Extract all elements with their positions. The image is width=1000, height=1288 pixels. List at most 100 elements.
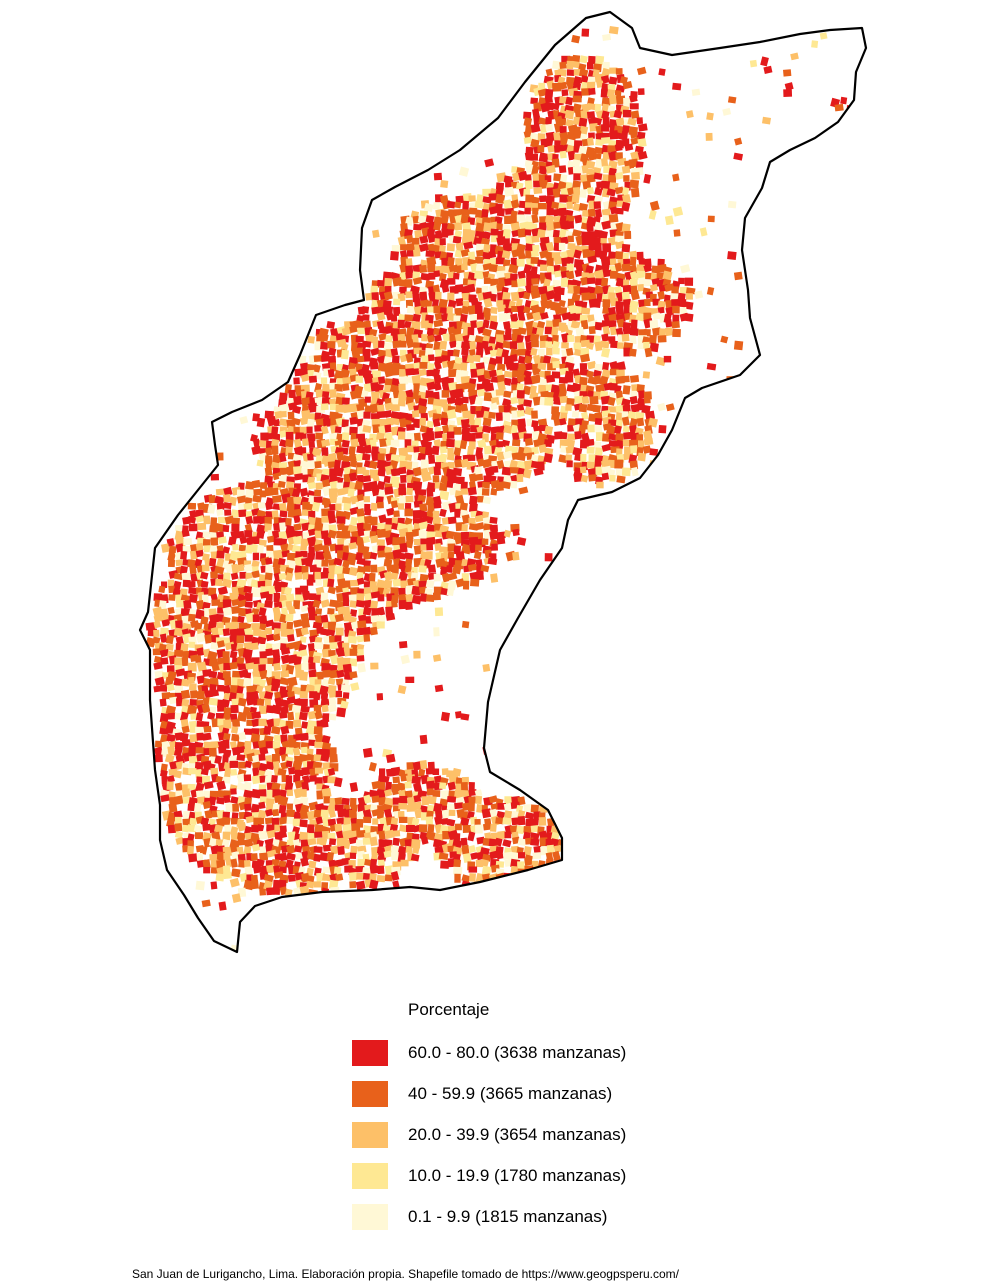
manzana-block bbox=[672, 328, 681, 338]
manzana-block bbox=[455, 242, 464, 253]
manzana-block bbox=[621, 411, 629, 419]
manzana-block bbox=[342, 567, 351, 575]
manzana-block bbox=[421, 355, 430, 364]
manzana-block bbox=[383, 356, 392, 365]
manzana-block bbox=[307, 838, 317, 846]
manzana-block bbox=[440, 180, 449, 189]
manzana-block bbox=[671, 298, 680, 307]
manzana-block bbox=[390, 250, 399, 261]
manzana-block bbox=[412, 271, 421, 280]
manzana-block bbox=[594, 187, 603, 196]
manzana-block bbox=[376, 693, 384, 701]
manzana-block bbox=[427, 334, 435, 343]
manzana-block bbox=[215, 873, 225, 882]
manzana-block bbox=[229, 877, 240, 888]
manzana-block bbox=[564, 109, 575, 120]
manzana-block bbox=[538, 117, 547, 125]
manzana-block bbox=[622, 439, 632, 447]
manzana-block bbox=[510, 480, 518, 489]
manzana-block bbox=[376, 501, 384, 509]
manzana-block bbox=[594, 103, 602, 113]
manzana-block bbox=[615, 251, 624, 260]
manzana-block bbox=[537, 362, 547, 371]
manzana-block bbox=[503, 377, 512, 386]
manzana-block bbox=[608, 440, 619, 448]
manzana-block bbox=[216, 558, 225, 569]
manzana-block bbox=[627, 410, 637, 420]
manzana-block bbox=[540, 390, 550, 398]
manzana-block bbox=[496, 363, 506, 372]
manzana-block bbox=[244, 592, 253, 602]
manzana-block bbox=[474, 432, 484, 439]
manzana-block bbox=[357, 327, 367, 335]
manzana-block bbox=[462, 580, 470, 590]
manzana-block bbox=[608, 175, 617, 183]
manzana-block bbox=[379, 768, 386, 777]
manzana-block bbox=[376, 621, 385, 629]
manzana-block bbox=[580, 222, 589, 230]
manzana-block bbox=[557, 68, 567, 77]
manzana-block bbox=[454, 802, 464, 810]
manzana-block bbox=[630, 171, 640, 180]
manzana-block bbox=[572, 159, 581, 167]
manzana-block bbox=[161, 775, 168, 785]
manzana-block bbox=[484, 158, 495, 168]
manzana-block bbox=[614, 143, 623, 152]
manzana-block bbox=[448, 809, 456, 817]
manzana-block bbox=[301, 662, 309, 670]
manzana-block bbox=[466, 229, 476, 240]
manzana-block bbox=[638, 123, 648, 132]
manzana-block bbox=[364, 320, 371, 328]
manzana-block bbox=[516, 258, 525, 267]
manzana-block bbox=[495, 356, 503, 364]
manzana-block bbox=[481, 481, 490, 489]
manzana-block bbox=[439, 482, 448, 492]
manzana-block bbox=[271, 426, 279, 435]
manzana-block bbox=[223, 871, 232, 880]
manzana-block bbox=[447, 277, 456, 285]
manzana-block bbox=[188, 613, 196, 622]
manzana-block bbox=[566, 256, 575, 264]
manzana-block bbox=[426, 488, 434, 497]
manzana-block bbox=[335, 404, 345, 413]
manzana-block bbox=[629, 103, 639, 110]
manzana-block bbox=[340, 349, 349, 360]
manzana-block bbox=[441, 501, 452, 510]
manzana-block bbox=[420, 306, 429, 315]
manzana-block bbox=[300, 746, 308, 754]
manzana-block bbox=[398, 571, 408, 583]
manzana-block bbox=[524, 207, 531, 215]
manzana-block bbox=[580, 174, 589, 183]
manzana-block bbox=[438, 453, 448, 463]
manzana-block bbox=[210, 881, 218, 890]
manzana-block bbox=[511, 249, 520, 258]
manzana-block bbox=[539, 222, 547, 231]
manzana-block bbox=[602, 174, 610, 182]
manzana-block bbox=[363, 523, 372, 532]
manzana-block bbox=[475, 287, 484, 294]
manzana-block bbox=[264, 572, 273, 581]
manzana-block bbox=[432, 654, 442, 662]
manzana-block bbox=[229, 650, 238, 659]
manzana-block bbox=[657, 306, 665, 314]
manzana-block bbox=[311, 447, 322, 458]
manzana-block bbox=[602, 152, 610, 160]
manzana-block bbox=[536, 228, 547, 239]
manzana-block bbox=[329, 747, 337, 756]
manzana-block bbox=[594, 285, 605, 296]
manzana-block bbox=[475, 824, 483, 834]
manzana-block bbox=[588, 200, 596, 209]
manzana-block bbox=[412, 801, 422, 811]
manzana-block bbox=[495, 389, 505, 396]
manzana-block bbox=[398, 599, 407, 610]
manzana-block bbox=[350, 536, 359, 545]
manzana-block bbox=[504, 215, 513, 224]
manzana-block bbox=[292, 405, 302, 414]
manzana-block bbox=[504, 186, 515, 197]
manzana-block bbox=[609, 320, 617, 328]
manzana-block bbox=[489, 823, 497, 832]
manzana-block bbox=[397, 333, 406, 343]
manzana-block bbox=[299, 460, 310, 469]
manzana-block bbox=[412, 293, 421, 303]
manzana-block bbox=[481, 209, 489, 219]
